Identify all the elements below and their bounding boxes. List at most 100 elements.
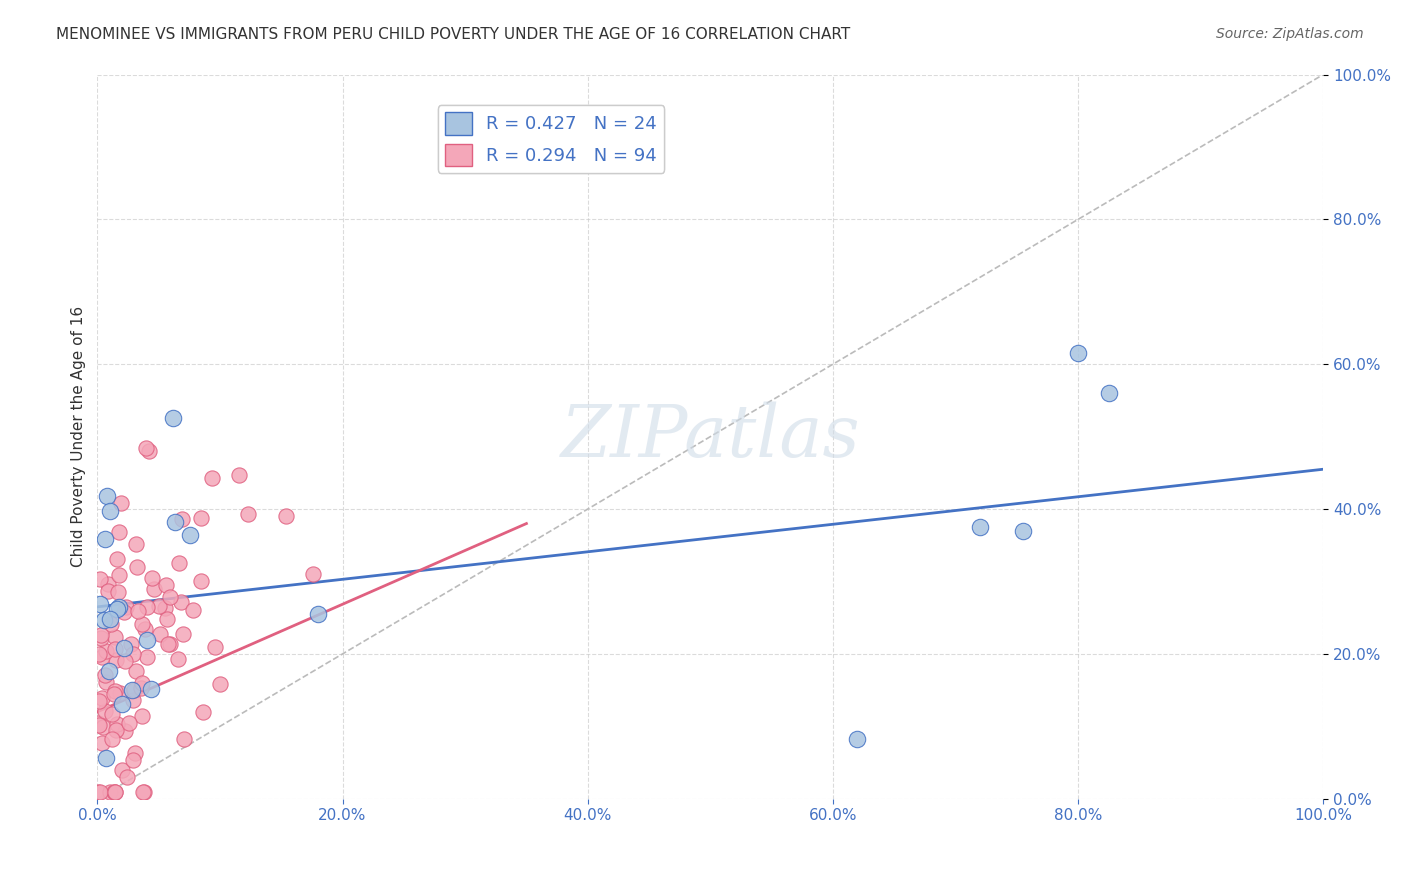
Immigrants from Peru: [91, 650, 114, 665]
Menominee: [98, 504, 121, 518]
Legend: R = 0.427   N = 24, R = 0.294   N = 94: R = 0.427 N = 24, R = 0.294 N = 94: [437, 105, 664, 173]
Menominee: [111, 697, 134, 711]
Immigrants from Peru: [276, 509, 298, 524]
Immigrants from Peru: [136, 599, 159, 614]
Immigrants from Peru: [170, 512, 193, 526]
Immigrants from Peru: [141, 572, 163, 586]
Immigrants from Peru: [104, 631, 127, 645]
Immigrants from Peru: [90, 628, 112, 642]
Immigrants from Peru: [236, 507, 259, 521]
Immigrants from Peru: [100, 616, 122, 631]
Immigrants from Peru: [121, 647, 143, 661]
Immigrants from Peru: [208, 677, 231, 691]
Menominee: [93, 613, 115, 627]
Immigrants from Peru: [121, 753, 143, 767]
Immigrants from Peru: [124, 746, 146, 760]
Immigrants from Peru: [103, 687, 125, 701]
Immigrants from Peru: [96, 644, 118, 658]
Immigrants from Peru: [98, 784, 121, 798]
Immigrants from Peru: [129, 681, 152, 695]
Immigrants from Peru: [135, 649, 157, 664]
Immigrants from Peru: [148, 599, 170, 613]
Menominee: [121, 683, 143, 698]
Immigrants from Peru: [110, 496, 132, 510]
Immigrants from Peru: [114, 724, 136, 739]
Immigrants from Peru: [105, 552, 128, 566]
Immigrants from Peru: [201, 471, 224, 485]
Menominee: [98, 612, 121, 626]
Immigrants from Peru: [159, 637, 181, 651]
Immigrants from Peru: [125, 664, 148, 678]
Immigrants from Peru: [94, 705, 117, 719]
Immigrants from Peru: [153, 601, 176, 615]
Menominee: [89, 597, 111, 611]
Immigrants from Peru: [91, 720, 114, 734]
Immigrants from Peru: [170, 595, 193, 609]
Immigrants from Peru: [120, 637, 142, 651]
Menominee: [1012, 524, 1035, 538]
Immigrants from Peru: [121, 693, 143, 707]
Immigrants from Peru: [159, 590, 181, 604]
Menominee: [179, 528, 201, 542]
Immigrants from Peru: [173, 732, 195, 747]
Immigrants from Peru: [125, 537, 148, 551]
Text: MENOMINEE VS IMMIGRANTS FROM PERU CHILD POVERTY UNDER THE AGE OF 16 CORRELATION : MENOMINEE VS IMMIGRANTS FROM PERU CHILD …: [56, 27, 851, 42]
Immigrants from Peru: [89, 572, 111, 586]
Immigrants from Peru: [105, 717, 128, 731]
Text: ZIPatlas: ZIPatlas: [561, 401, 860, 472]
Immigrants from Peru: [135, 442, 157, 456]
Immigrants from Peru: [103, 684, 125, 698]
Menominee: [105, 601, 128, 615]
Immigrants from Peru: [100, 707, 122, 722]
Immigrants from Peru: [104, 784, 127, 798]
Immigrants from Peru: [204, 640, 226, 654]
Menominee: [112, 641, 135, 656]
Immigrants from Peru: [181, 603, 204, 617]
Immigrants from Peru: [97, 584, 120, 599]
Immigrants from Peru: [127, 604, 149, 618]
Immigrants from Peru: [90, 631, 112, 645]
Menominee: [307, 607, 329, 621]
Immigrants from Peru: [96, 675, 118, 690]
Immigrants from Peru: [190, 574, 212, 588]
Immigrants from Peru: [90, 736, 112, 750]
Immigrants from Peru: [122, 682, 145, 697]
Immigrants from Peru: [105, 652, 128, 666]
Menominee: [135, 632, 157, 647]
Immigrants from Peru: [131, 709, 153, 723]
Immigrants from Peru: [228, 468, 250, 483]
Immigrants from Peru: [301, 566, 323, 581]
Menominee: [969, 520, 991, 534]
Immigrants from Peru: [97, 577, 120, 591]
Immigrants from Peru: [87, 784, 110, 798]
Immigrants from Peru: [166, 652, 188, 666]
Immigrants from Peru: [134, 623, 156, 637]
Immigrants from Peru: [108, 568, 131, 582]
Immigrants from Peru: [101, 732, 124, 747]
Menominee: [1067, 346, 1090, 360]
Menominee: [846, 732, 869, 747]
Menominee: [98, 664, 121, 678]
Immigrants from Peru: [172, 627, 194, 641]
Immigrants from Peru: [89, 784, 111, 798]
Menominee: [94, 751, 117, 765]
Immigrants from Peru: [118, 715, 141, 730]
Immigrants from Peru: [138, 444, 160, 458]
Immigrants from Peru: [89, 647, 111, 661]
Immigrants from Peru: [87, 715, 110, 730]
Immigrants from Peru: [115, 599, 138, 614]
Immigrants from Peru: [104, 642, 127, 657]
Immigrants from Peru: [143, 582, 166, 596]
Immigrants from Peru: [87, 718, 110, 732]
Immigrants from Peru: [107, 525, 129, 540]
Immigrants from Peru: [91, 691, 114, 706]
Immigrants from Peru: [114, 654, 136, 668]
Immigrants from Peru: [190, 510, 212, 524]
Menominee: [94, 533, 117, 547]
Immigrants from Peru: [104, 723, 127, 738]
Immigrants from Peru: [110, 686, 132, 700]
Menominee: [96, 489, 118, 503]
Immigrants from Peru: [132, 784, 155, 798]
Menominee: [165, 516, 187, 530]
Immigrants from Peru: [127, 559, 149, 574]
